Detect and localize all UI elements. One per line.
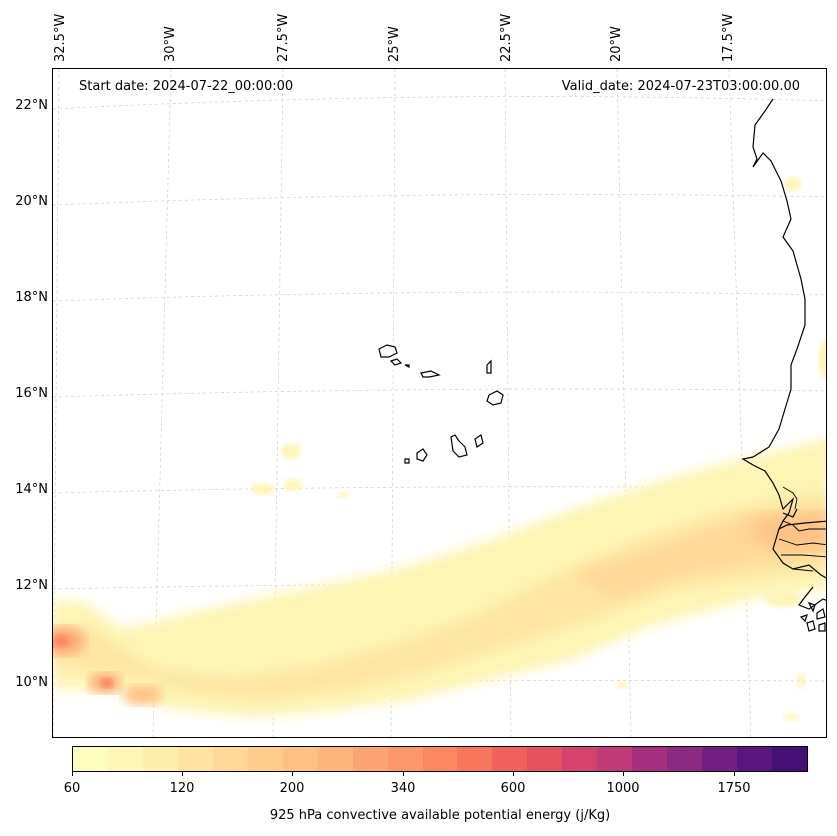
lon-label: 27.5°W — [276, 13, 291, 62]
island-sao-nicolau — [420, 370, 441, 378]
colorbar-tick-label: 120 — [169, 781, 195, 796]
lat-label: 18°N — [15, 290, 48, 305]
island-santa-luzia — [404, 364, 410, 368]
country-borders — [778, 486, 826, 572]
map-frame: Start date: 2024-07-22_00:00:00 Valid_da… — [52, 68, 827, 738]
colorbar-tickmark — [72, 772, 73, 776]
colorbar-tickmark — [513, 772, 514, 776]
colorbar-segment — [107, 747, 143, 771]
lon-label: 22.5°W — [499, 13, 514, 62]
colorbar-tick-label: 60 — [63, 781, 81, 796]
island-sal — [486, 359, 492, 374]
colorbar-segment — [212, 747, 248, 771]
colorbar-segment — [282, 747, 318, 771]
colorbar-tickmark — [734, 772, 735, 776]
lon-label: 32.5°W — [53, 13, 68, 62]
colorbar-segment — [387, 747, 423, 771]
island-sao-vicente — [389, 358, 403, 366]
island-fogo — [416, 448, 428, 462]
island-boa-vista — [486, 390, 504, 406]
lon-label: 20°W — [609, 26, 624, 62]
island-maio — [474, 434, 484, 448]
colorbar-segment — [457, 747, 493, 771]
colorbar-segment — [177, 747, 213, 771]
colorbar-tick-label: 200 — [279, 781, 305, 796]
lat-label: 20°N — [15, 194, 48, 209]
colorbar-segment — [562, 747, 598, 771]
colorbar-segment — [352, 747, 388, 771]
colorbar-segment — [247, 747, 283, 771]
lat-label: 22°N — [15, 98, 48, 113]
lat-label: 12°N — [15, 578, 48, 593]
colorbar-label: 925 hPa convective available potential e… — [269, 808, 611, 823]
colorbar-segment — [632, 747, 668, 771]
colorbar-tickmark — [182, 772, 183, 776]
colorbar-segment — [737, 747, 773, 771]
colorbar-segment — [492, 747, 528, 771]
colorbar-segment — [702, 747, 738, 771]
colorbar-tickmark — [623, 772, 624, 776]
colorbar-segment — [667, 747, 703, 771]
colorbar-segment — [597, 747, 633, 771]
colorbar-tickmark — [403, 772, 404, 776]
island-santo-antao — [378, 344, 398, 358]
lat-label: 14°N — [15, 482, 48, 497]
island-brava — [404, 458, 410, 464]
colorbar-segment — [73, 747, 108, 771]
start-date: Start date: 2024-07-22_00:00:00 — [79, 79, 294, 94]
valid-date: Valid_date: 2024-07-23T03:00:00.00 — [561, 79, 800, 94]
colorbar-segment — [317, 747, 353, 771]
colorbar — [72, 746, 808, 772]
map-canvas — [53, 69, 826, 737]
colorbar-tick-label: 1000 — [606, 781, 640, 796]
colorbar-tickmark — [292, 772, 293, 776]
colorbar-segment — [772, 747, 808, 771]
colorbar-tick-label: 600 — [500, 781, 526, 796]
lat-label: 10°N — [15, 675, 48, 690]
lon-label: 30°W — [163, 26, 178, 62]
cape-field — [53, 177, 826, 721]
coastlines — [378, 98, 826, 632]
africa-coastline — [741, 98, 826, 531]
island-santiago — [450, 434, 468, 458]
colorbar-segment — [142, 747, 178, 771]
lat-label: 16°N — [15, 386, 48, 401]
lon-label: 25°W — [387, 26, 402, 62]
colorbar-tick-label: 1750 — [717, 781, 751, 796]
colorbar-segment — [422, 747, 458, 771]
colorbar-segment — [527, 747, 563, 771]
colorbar-tick-label: 340 — [390, 781, 416, 796]
lon-label: 17.5°W — [721, 13, 736, 62]
